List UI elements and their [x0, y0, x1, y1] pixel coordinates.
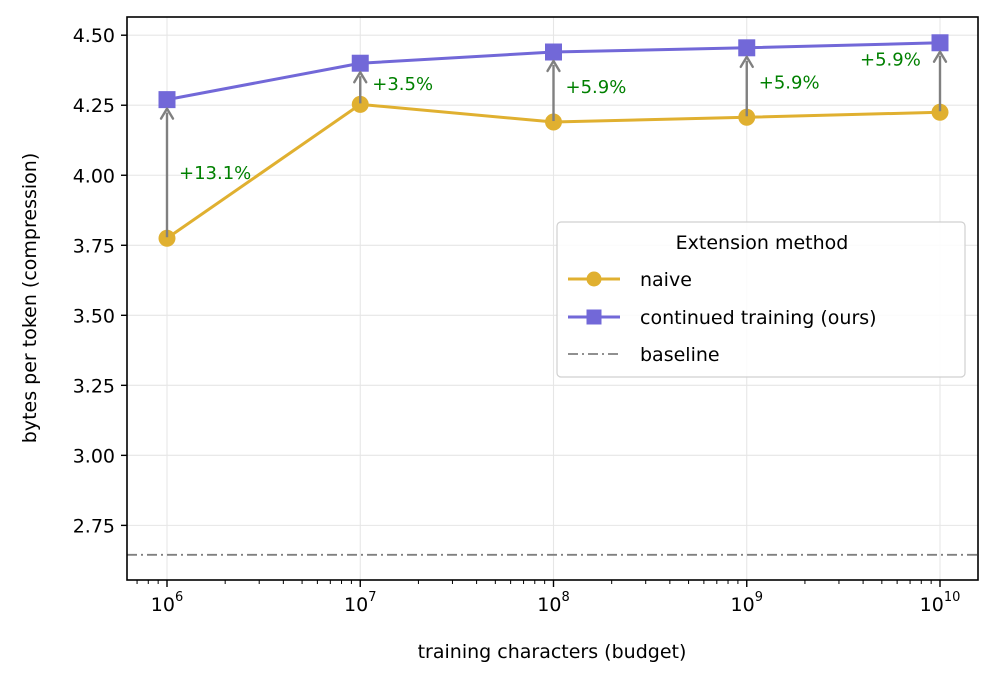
arrow-head-0 — [159, 107, 175, 120]
series-1-marker-0 — [158, 91, 176, 109]
x-axis-label: training characters (budget) — [418, 641, 687, 663]
annotation-1: +3.5% — [372, 74, 433, 95]
x-tick-label-2: 108 — [537, 590, 569, 616]
arrow-head-1 — [353, 71, 368, 84]
legend-item-naive-marker — [586, 271, 602, 287]
series-1-marker-2 — [545, 43, 562, 61]
series-0-marker-1 — [351, 95, 369, 113]
legend-item-continued-training-marker — [586, 309, 602, 325]
x-tick-label-4: 1010 — [920, 590, 961, 616]
series-0-marker-3 — [738, 108, 756, 126]
legend-item-continued-training-label: continued training (ours) — [640, 307, 877, 329]
legend-item-naive-label: naive — [640, 269, 692, 291]
y-tick-label-1: 3.00 — [73, 445, 115, 467]
legend-item-continued-training: continued training (ours) — [568, 307, 877, 329]
x-tick-label-3: 109 — [731, 590, 763, 616]
series-layer — [158, 34, 949, 247]
legend: Extension method naive continued training… — [556, 221, 966, 378]
y-tick-label-4: 3.75 — [73, 235, 115, 257]
axes — [126, 16, 979, 581]
legend-frame — [556, 221, 966, 378]
arrow-head-4 — [932, 50, 948, 63]
series-0-marker-2 — [545, 113, 562, 131]
x-tick-label-1: 107 — [344, 590, 376, 616]
plot-frame — [126, 16, 979, 581]
y-tick-label-2: 3.25 — [73, 375, 115, 397]
legend-title: Extension method — [676, 232, 849, 254]
arrow-layer: +13.1% +3.5% +5.9% +5.9% +5.9% — [159, 50, 948, 238]
y-tick-label-6: 4.25 — [73, 95, 115, 117]
legend-item-baseline: baseline — [568, 344, 720, 366]
annotation-0: +13.1% — [179, 163, 251, 184]
series-1-marker-1 — [351, 54, 369, 72]
arrow-head-2 — [546, 59, 561, 73]
series-1-marker-4 — [931, 34, 949, 52]
series-1-marker-3 — [738, 39, 756, 57]
legend-items: naive continued training (ours) baseline — [568, 269, 877, 366]
y-tick-label-0: 2.75 — [73, 515, 115, 537]
ticks: 2.75 3.00 3.25 3.50 3.75 4.00 4.25 4.50 106 107 10… — [73, 25, 961, 616]
legend-item-baseline-label: baseline — [640, 344, 720, 366]
arrow-head-3 — [739, 55, 754, 69]
y-tick-label-5: 4.00 — [73, 165, 115, 187]
y-axis-label: bytes per token (compression) — [19, 153, 41, 443]
y-tick-label-7: 4.50 — [73, 25, 115, 47]
x-tick-label-0: 106 — [151, 590, 183, 616]
series-0-marker-0 — [158, 229, 176, 247]
y-tick-label-3: 3.50 — [73, 305, 115, 327]
annotation-3: +5.9% — [759, 73, 820, 94]
annotation-4: +5.9% — [860, 50, 921, 71]
legend-item-naive: naive — [568, 269, 692, 291]
annotation-2: +5.9% — [566, 77, 627, 98]
series-0-marker-4 — [931, 103, 949, 121]
